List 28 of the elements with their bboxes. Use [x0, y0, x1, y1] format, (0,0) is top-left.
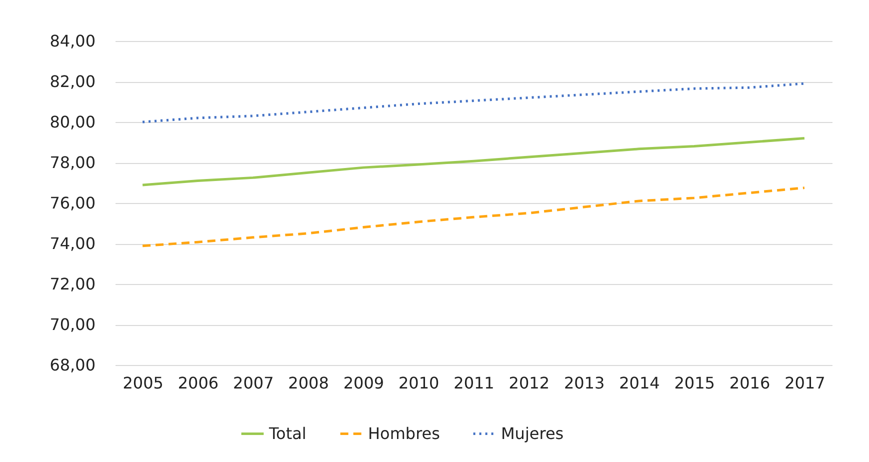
x-tick-label: 2010	[398, 374, 440, 392]
y-tick-label: 68,00	[50, 356, 96, 374]
x-tick-label: 2011	[454, 374, 494, 392]
x-tick-label: 2005	[122, 374, 164, 392]
x-tick-label: 2014	[619, 374, 660, 392]
y-tick-label: 70,00	[50, 315, 96, 334]
line-series	[141, 186, 806, 248]
legend-label: Total	[268, 424, 306, 443]
y-tick-label: 84,00	[50, 32, 96, 50]
legend-label: Hombres	[368, 424, 440, 443]
y-tick-label: 74,00	[50, 234, 96, 253]
x-tick-label: 2013	[564, 374, 605, 392]
x-tick-label: 2007	[233, 374, 274, 392]
y-tick-label: 76,00	[50, 194, 96, 212]
x-tick-label: 2012	[508, 374, 550, 392]
x-tick-label: 2015	[674, 374, 715, 392]
x-tick-label: 2006	[178, 374, 219, 392]
y-tick-label: 80,00	[50, 112, 96, 132]
line-series	[141, 82, 806, 124]
x-tick-label: 2016	[729, 374, 770, 392]
legend-label: Mujeres	[501, 424, 564, 443]
line-series	[141, 136, 806, 186]
x-tick-label: 2008	[288, 374, 329, 392]
y-tick-label: 72,00	[50, 274, 96, 294]
y-tick-label: 78,00	[50, 153, 96, 172]
y-tick-label: 82,00	[50, 72, 96, 91]
x-tick-label: 2009	[343, 374, 384, 392]
x-tick-label: 2017	[784, 374, 826, 392]
